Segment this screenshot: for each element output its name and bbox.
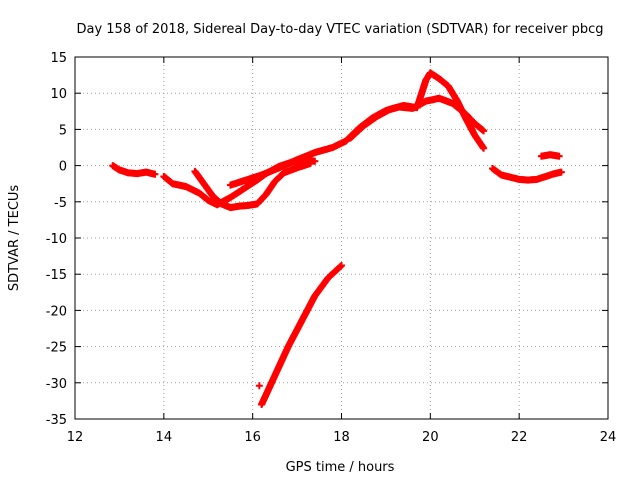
y-tick-label: 0 xyxy=(59,160,67,175)
axis-ticks: 12 14 16 18 20 22 24 15 10 5 0 -5 -10 -15 -20 -25 -30 -35 xyxy=(46,51,617,445)
y-tick-label: -10 xyxy=(46,232,67,247)
x-tick-label: 24 xyxy=(600,430,617,445)
data-points xyxy=(109,69,565,409)
series-arc-8 xyxy=(258,262,345,409)
x-tick-label: 14 xyxy=(156,430,173,445)
y-tick-label: -15 xyxy=(46,268,67,283)
data-point xyxy=(255,382,263,390)
series-arc-3 xyxy=(191,159,314,212)
x-tick-label: 22 xyxy=(511,430,528,445)
series-arc-9 xyxy=(255,382,263,390)
x-axis-title: GPS time / hours xyxy=(286,460,395,475)
data-point xyxy=(306,159,314,167)
y-axis-title: SDTVAR / TECUs xyxy=(7,185,22,292)
series-arc-4 xyxy=(226,94,488,189)
y-tick-label: -25 xyxy=(46,341,67,356)
x-tick-label: 18 xyxy=(333,430,350,445)
y-tick-label: 10 xyxy=(50,87,67,102)
data-point xyxy=(555,152,563,160)
y-tick-label: -20 xyxy=(46,304,67,319)
x-tick-label: 12 xyxy=(67,430,84,445)
y-tick-label: -5 xyxy=(54,196,67,211)
data-point xyxy=(557,168,565,176)
y-tick-label: -30 xyxy=(46,377,67,392)
y-tick-label: 5 xyxy=(59,123,67,138)
y-tick-label: -35 xyxy=(46,413,67,428)
series-arc-5 xyxy=(346,69,488,152)
x-tick-label: 16 xyxy=(244,430,261,445)
data-point xyxy=(480,144,488,152)
data-point xyxy=(311,157,319,165)
series-arc-6 xyxy=(489,164,565,184)
data-point xyxy=(338,262,345,270)
grid-layer xyxy=(75,57,608,419)
y-tick-label: 15 xyxy=(50,51,67,66)
x-tick-label: 20 xyxy=(422,430,439,445)
chart-title: Day 158 of 2018, Sidereal Day-to-day VTE… xyxy=(76,22,603,37)
data-point xyxy=(151,170,159,178)
series-arc-7 xyxy=(537,151,563,160)
series-arc-1 xyxy=(109,162,159,178)
data-point xyxy=(480,127,488,135)
